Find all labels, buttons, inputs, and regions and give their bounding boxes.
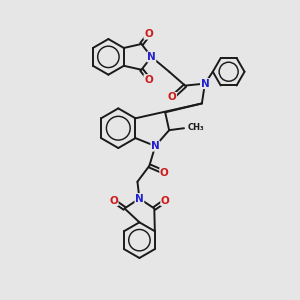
Text: O: O [144,29,153,39]
Text: O: O [161,196,170,206]
Text: O: O [144,75,153,85]
Text: CH₃: CH₃ [188,123,205,132]
Text: N: N [135,194,144,203]
Text: N: N [200,79,209,88]
Text: O: O [109,196,118,206]
Text: N: N [151,141,160,151]
Text: O: O [160,168,169,178]
Text: O: O [168,92,177,103]
Text: N: N [147,52,156,62]
